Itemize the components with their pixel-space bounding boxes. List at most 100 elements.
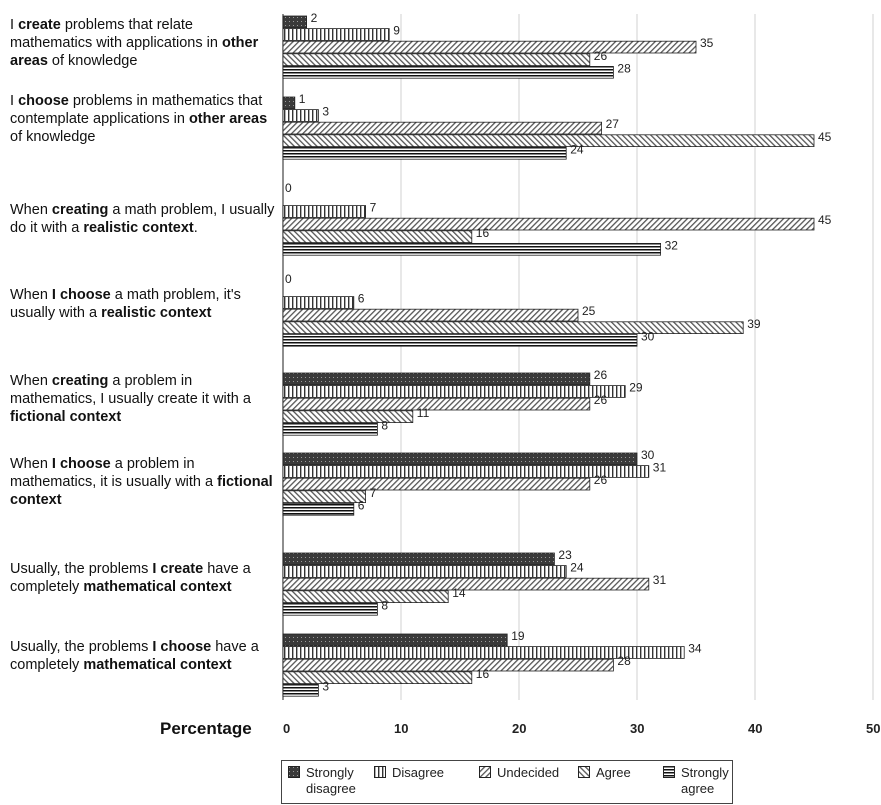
bar-diag-left-4 [282,321,744,334]
legend-swatch [374,766,386,778]
value-label: 3 [322,679,329,693]
bar-dots-8 [282,633,508,647]
value-label: 0 [285,181,292,195]
value-label: 30 [641,448,655,462]
value-label: 30 [641,329,655,343]
bar-horizontal-5 [282,422,378,436]
value-label: 8 [381,598,388,612]
bar-diag-left-6 [282,490,366,503]
value-label: 6 [358,292,365,306]
value-label: 0 [285,272,292,286]
bar-dots-5 [282,372,591,386]
bar-diag-right-3 [282,217,815,231]
value-label: 24 [570,561,584,575]
value-label: 39 [747,317,761,331]
value-label: 45 [818,213,832,227]
bar-horizontal-6 [282,502,355,516]
bar-vertical-2 [282,109,319,122]
category-label: When I choose a math problem, it's usual… [10,287,241,321]
value-label: 35 [700,36,714,50]
bar-dots-2 [282,96,296,110]
bar-diag-right-8 [282,658,614,672]
value-label: 26 [594,368,608,382]
value-label: 16 [476,667,490,681]
legend-label: Agree [596,765,631,780]
value-label: 27 [606,117,620,131]
value-label: 25 [582,304,596,318]
bar-diag-right-1 [282,40,697,54]
value-label: 26 [594,49,608,63]
x-tick-label: 0 [283,721,290,736]
value-label: 3 [322,105,329,119]
bar-diag-left-1 [282,53,591,66]
value-label: 23 [558,548,572,562]
legend-swatch [479,766,491,778]
value-label: 16 [476,226,490,240]
bar-dots-1 [282,15,308,29]
value-labels: 2935262813274524074516320625393026292611… [285,11,832,693]
bar-diag-left-7 [282,590,449,603]
bar-dots-7 [282,552,555,566]
bar-diag-right-2 [282,121,603,135]
x-tick-label: 50 [866,721,880,736]
bar-diag-left-5 [282,410,414,423]
category-label: Usually, the problems I choose have a co… [10,639,259,673]
bar-horizontal-3 [282,242,662,256]
x-tick-label: 20 [512,721,526,736]
category-label: I choose problems in mathematics that co… [10,93,268,145]
value-label: 29 [629,381,643,395]
bar-vertical-4 [282,296,355,309]
value-label: 45 [818,130,832,144]
bar-vertical-7 [282,565,567,578]
bar-diag-left-2 [282,134,815,148]
x-axis-ticks: 0 10 20 30 40 50 [283,721,880,736]
legend-swatch [288,766,300,778]
legend-swatch [663,766,675,778]
x-tick-label: 40 [748,721,762,736]
bar-diag-right-5 [282,397,591,411]
value-label: 28 [617,61,631,75]
bar-vertical-8 [282,646,685,659]
bar-vertical-3 [282,205,366,218]
bar-vertical-5 [282,385,626,398]
value-label: 7 [370,486,377,500]
category-label: When creating a problem in mathematics, … [10,373,251,425]
bar-vertical-1 [282,28,390,41]
bar-horizontal-8 [282,684,319,697]
category-label: When I choose a problem in mathematics, … [10,456,273,508]
legend-label: Strongly disagree [306,765,356,796]
legend: Strongly disagree Disagree Undecided Agree S… [281,760,733,804]
value-label: 2 [311,11,318,25]
value-label: 14 [452,586,466,600]
value-label: 7 [370,201,377,215]
bar-horizontal-7 [282,603,378,616]
x-axis-title: Percentage [160,719,252,738]
value-label: 26 [594,393,608,407]
value-label: 32 [665,238,679,252]
bar-horizontal-1 [282,66,614,79]
value-label: 8 [381,418,388,432]
bar-diag-left-3 [282,230,473,244]
bar-diag-right-4 [282,308,579,322]
bar-horizontal-2 [282,146,567,160]
value-label: 9 [393,24,400,38]
bar-diag-right-6 [282,477,591,491]
value-label: 28 [617,654,631,668]
value-label: 19 [511,629,525,643]
bar-diag-left-8 [282,671,473,684]
category-label: I create problems that relate mathematic… [10,17,259,69]
value-label: 11 [417,406,430,420]
value-label: 1 [299,92,306,106]
bar-dots-6 [282,452,638,466]
bar-horizontal-4 [282,333,638,347]
legend-label: Undecided [497,765,560,780]
legend-label: Strongly agree [681,765,729,796]
value-label: 24 [570,142,584,156]
bar-diag-right-7 [282,577,650,591]
category-label: When creating a math problem, I usually … [10,202,275,236]
x-tick-label: 10 [394,721,408,736]
legend-swatch [578,766,590,778]
value-label: 31 [653,573,667,587]
x-tick-label: 30 [630,721,644,736]
